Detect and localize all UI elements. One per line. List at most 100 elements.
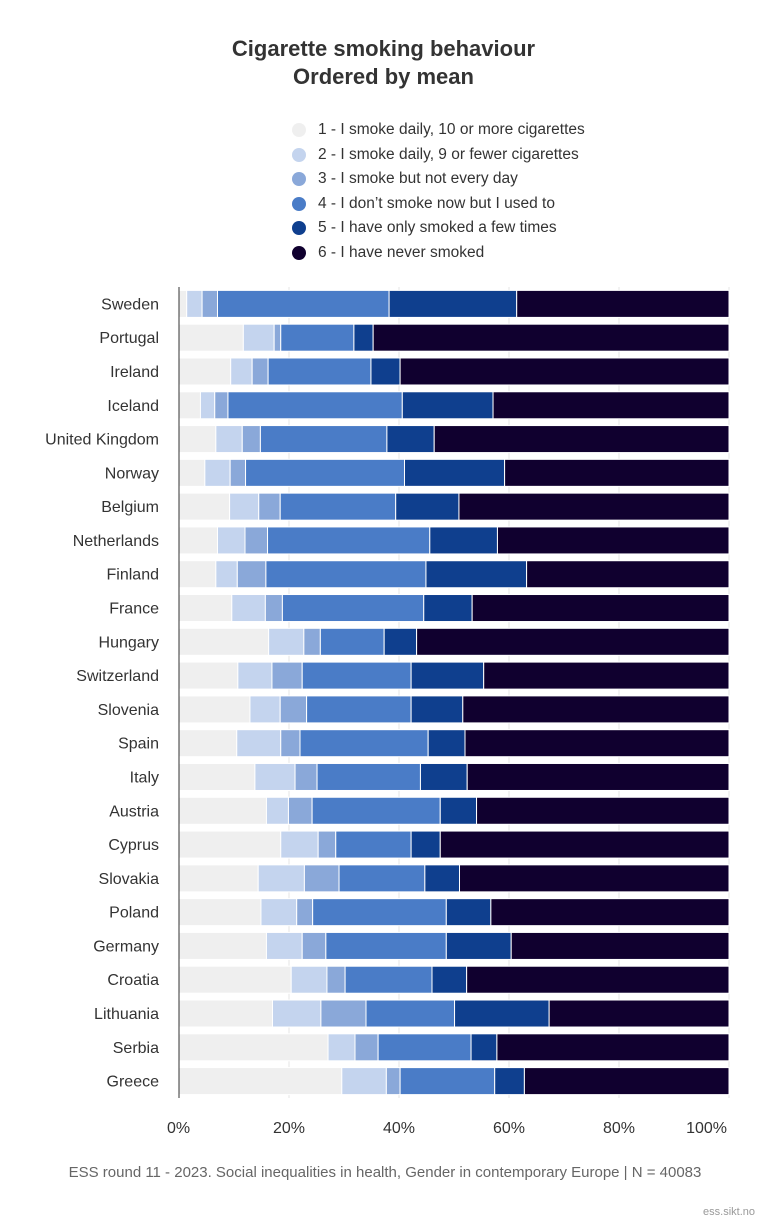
- category-label: Austria: [109, 803, 159, 820]
- bar-segment: [178, 289, 188, 318]
- bar-segment: [178, 526, 218, 555]
- bar-segment: [178, 898, 262, 927]
- category-label: Serbia: [113, 1040, 159, 1057]
- bar-segment: [271, 661, 303, 690]
- category-label: Norway: [105, 465, 159, 482]
- bar-segment: [471, 594, 730, 623]
- bar-segment: [395, 492, 460, 521]
- bar-segment: [454, 999, 550, 1028]
- bar-segment: [383, 627, 418, 656]
- bar-segment: [427, 729, 466, 758]
- bar-segment: [178, 1033, 329, 1062]
- bar-segment: [492, 391, 730, 420]
- bar-segment: [354, 1033, 379, 1062]
- category-label: Finland: [107, 567, 159, 584]
- bar-segment: [268, 627, 305, 656]
- category-label: Germany: [93, 938, 159, 955]
- category-label: Sweden: [101, 296, 159, 313]
- bar-segment: [320, 999, 367, 1028]
- legend-swatch: [292, 123, 306, 137]
- bar-segment: [178, 560, 217, 589]
- bar-segment: [272, 999, 322, 1028]
- bar-segment: [229, 458, 247, 487]
- bar-segment: [516, 289, 730, 318]
- category-label: Italy: [130, 769, 159, 786]
- legend-swatch: [292, 221, 306, 235]
- bar-segment: [178, 830, 282, 859]
- bar-segment: [325, 931, 447, 960]
- bar-segment: [280, 323, 355, 352]
- bar-segment: [410, 830, 441, 859]
- category-label: Belgium: [101, 499, 159, 516]
- bar-segment: [439, 830, 730, 859]
- bar-segment: [311, 796, 441, 825]
- legend-swatch: [292, 172, 306, 186]
- bar-segment: [241, 425, 261, 454]
- credit-label: ess.sikt.no: [703, 1206, 755, 1218]
- bar-segment: [494, 1067, 525, 1096]
- bar-segment: [178, 796, 267, 825]
- bar-segment: [326, 965, 346, 994]
- bar-segment: [265, 931, 303, 960]
- bar-segment: [327, 1033, 356, 1062]
- bar-segment: [416, 627, 730, 656]
- category-label: Greece: [107, 1074, 160, 1091]
- bar-segment: [404, 458, 506, 487]
- bar-segment: [548, 999, 730, 1028]
- bar-segment: [204, 458, 231, 487]
- bar-segment: [178, 999, 273, 1028]
- bar-segment: [290, 965, 328, 994]
- bar-segment: [178, 357, 232, 386]
- bar-segment: [335, 830, 412, 859]
- bar-segment: [433, 425, 730, 454]
- x-tick-label: 40%: [383, 1120, 415, 1137]
- bar-segment: [265, 796, 289, 825]
- bar-segment: [259, 425, 388, 454]
- bar-segment: [178, 492, 231, 521]
- bar-segment: [370, 357, 401, 386]
- bar-segment: [458, 492, 730, 521]
- bar-segment: [341, 1067, 387, 1096]
- bar-segment: [303, 627, 321, 656]
- bar-segment: [470, 1033, 498, 1062]
- legend-swatch: [292, 245, 306, 260]
- x-tick-label: 80%: [603, 1120, 635, 1137]
- bar-segment: [280, 729, 301, 758]
- legend-label: 1 - I smoke daily, 10 or more cigarettes: [318, 121, 585, 138]
- bar-segment: [251, 357, 269, 386]
- bar-segment: [423, 594, 473, 623]
- bar-segment: [267, 357, 372, 386]
- bar-segment: [299, 729, 429, 758]
- bar-segment: [178, 391, 201, 420]
- bar-segment: [267, 526, 431, 555]
- chart-title: Cigarette smoking behaviour: [231, 36, 536, 61]
- bar-segment: [215, 560, 238, 589]
- bar-segment: [399, 1067, 496, 1096]
- bar-segment: [199, 391, 216, 420]
- bar-segment: [496, 526, 730, 555]
- legend-label: 4 - I don’t smoke now but I used to: [318, 194, 555, 212]
- bar-segment: [244, 526, 269, 555]
- bar-segment: [445, 898, 492, 927]
- category-label: Portugal: [99, 330, 159, 347]
- category-label: Netherlands: [73, 533, 159, 550]
- bar-segment: [242, 323, 275, 352]
- bar-segment: [279, 695, 308, 724]
- bar-segment: [301, 661, 412, 690]
- bar-segment: [496, 1033, 730, 1062]
- legend-label: 6 - I have never smoked: [318, 243, 485, 261]
- bar-segment: [236, 560, 267, 589]
- bar-segment: [294, 762, 318, 791]
- stacked-bar-chart: Sweden Portugal Ireland Iceland United Kingd…: [45, 287, 730, 1137]
- category-label: Slovenia: [98, 702, 159, 719]
- bar-segment: [483, 661, 730, 690]
- bar-segment: [178, 729, 238, 758]
- category-label: Iceland: [107, 398, 159, 415]
- bar-segment: [464, 729, 730, 758]
- bar-segment: [260, 898, 298, 927]
- bar-segment: [410, 695, 464, 724]
- legend-label: 2 - I smoke daily, 9 or fewer cigarettes: [318, 145, 579, 163]
- footer-source: ESS round 11 - 2023. Social inequalities…: [68, 1164, 702, 1181]
- bar-segment: [214, 391, 229, 420]
- bar-segment: [201, 289, 219, 318]
